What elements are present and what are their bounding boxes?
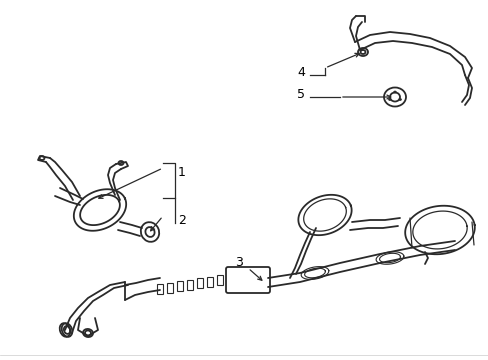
FancyBboxPatch shape bbox=[167, 283, 173, 292]
Text: 4: 4 bbox=[297, 66, 305, 78]
FancyBboxPatch shape bbox=[206, 276, 213, 287]
Text: 5: 5 bbox=[296, 87, 305, 100]
Text: 3: 3 bbox=[235, 256, 243, 269]
FancyBboxPatch shape bbox=[157, 284, 163, 294]
Ellipse shape bbox=[393, 91, 395, 93]
FancyBboxPatch shape bbox=[217, 275, 223, 285]
Ellipse shape bbox=[398, 99, 401, 100]
FancyBboxPatch shape bbox=[186, 279, 193, 289]
FancyBboxPatch shape bbox=[177, 281, 183, 291]
Text: 1: 1 bbox=[178, 166, 185, 179]
Ellipse shape bbox=[388, 99, 390, 100]
FancyBboxPatch shape bbox=[197, 278, 203, 288]
Text: 2: 2 bbox=[178, 213, 185, 226]
FancyBboxPatch shape bbox=[225, 267, 269, 293]
